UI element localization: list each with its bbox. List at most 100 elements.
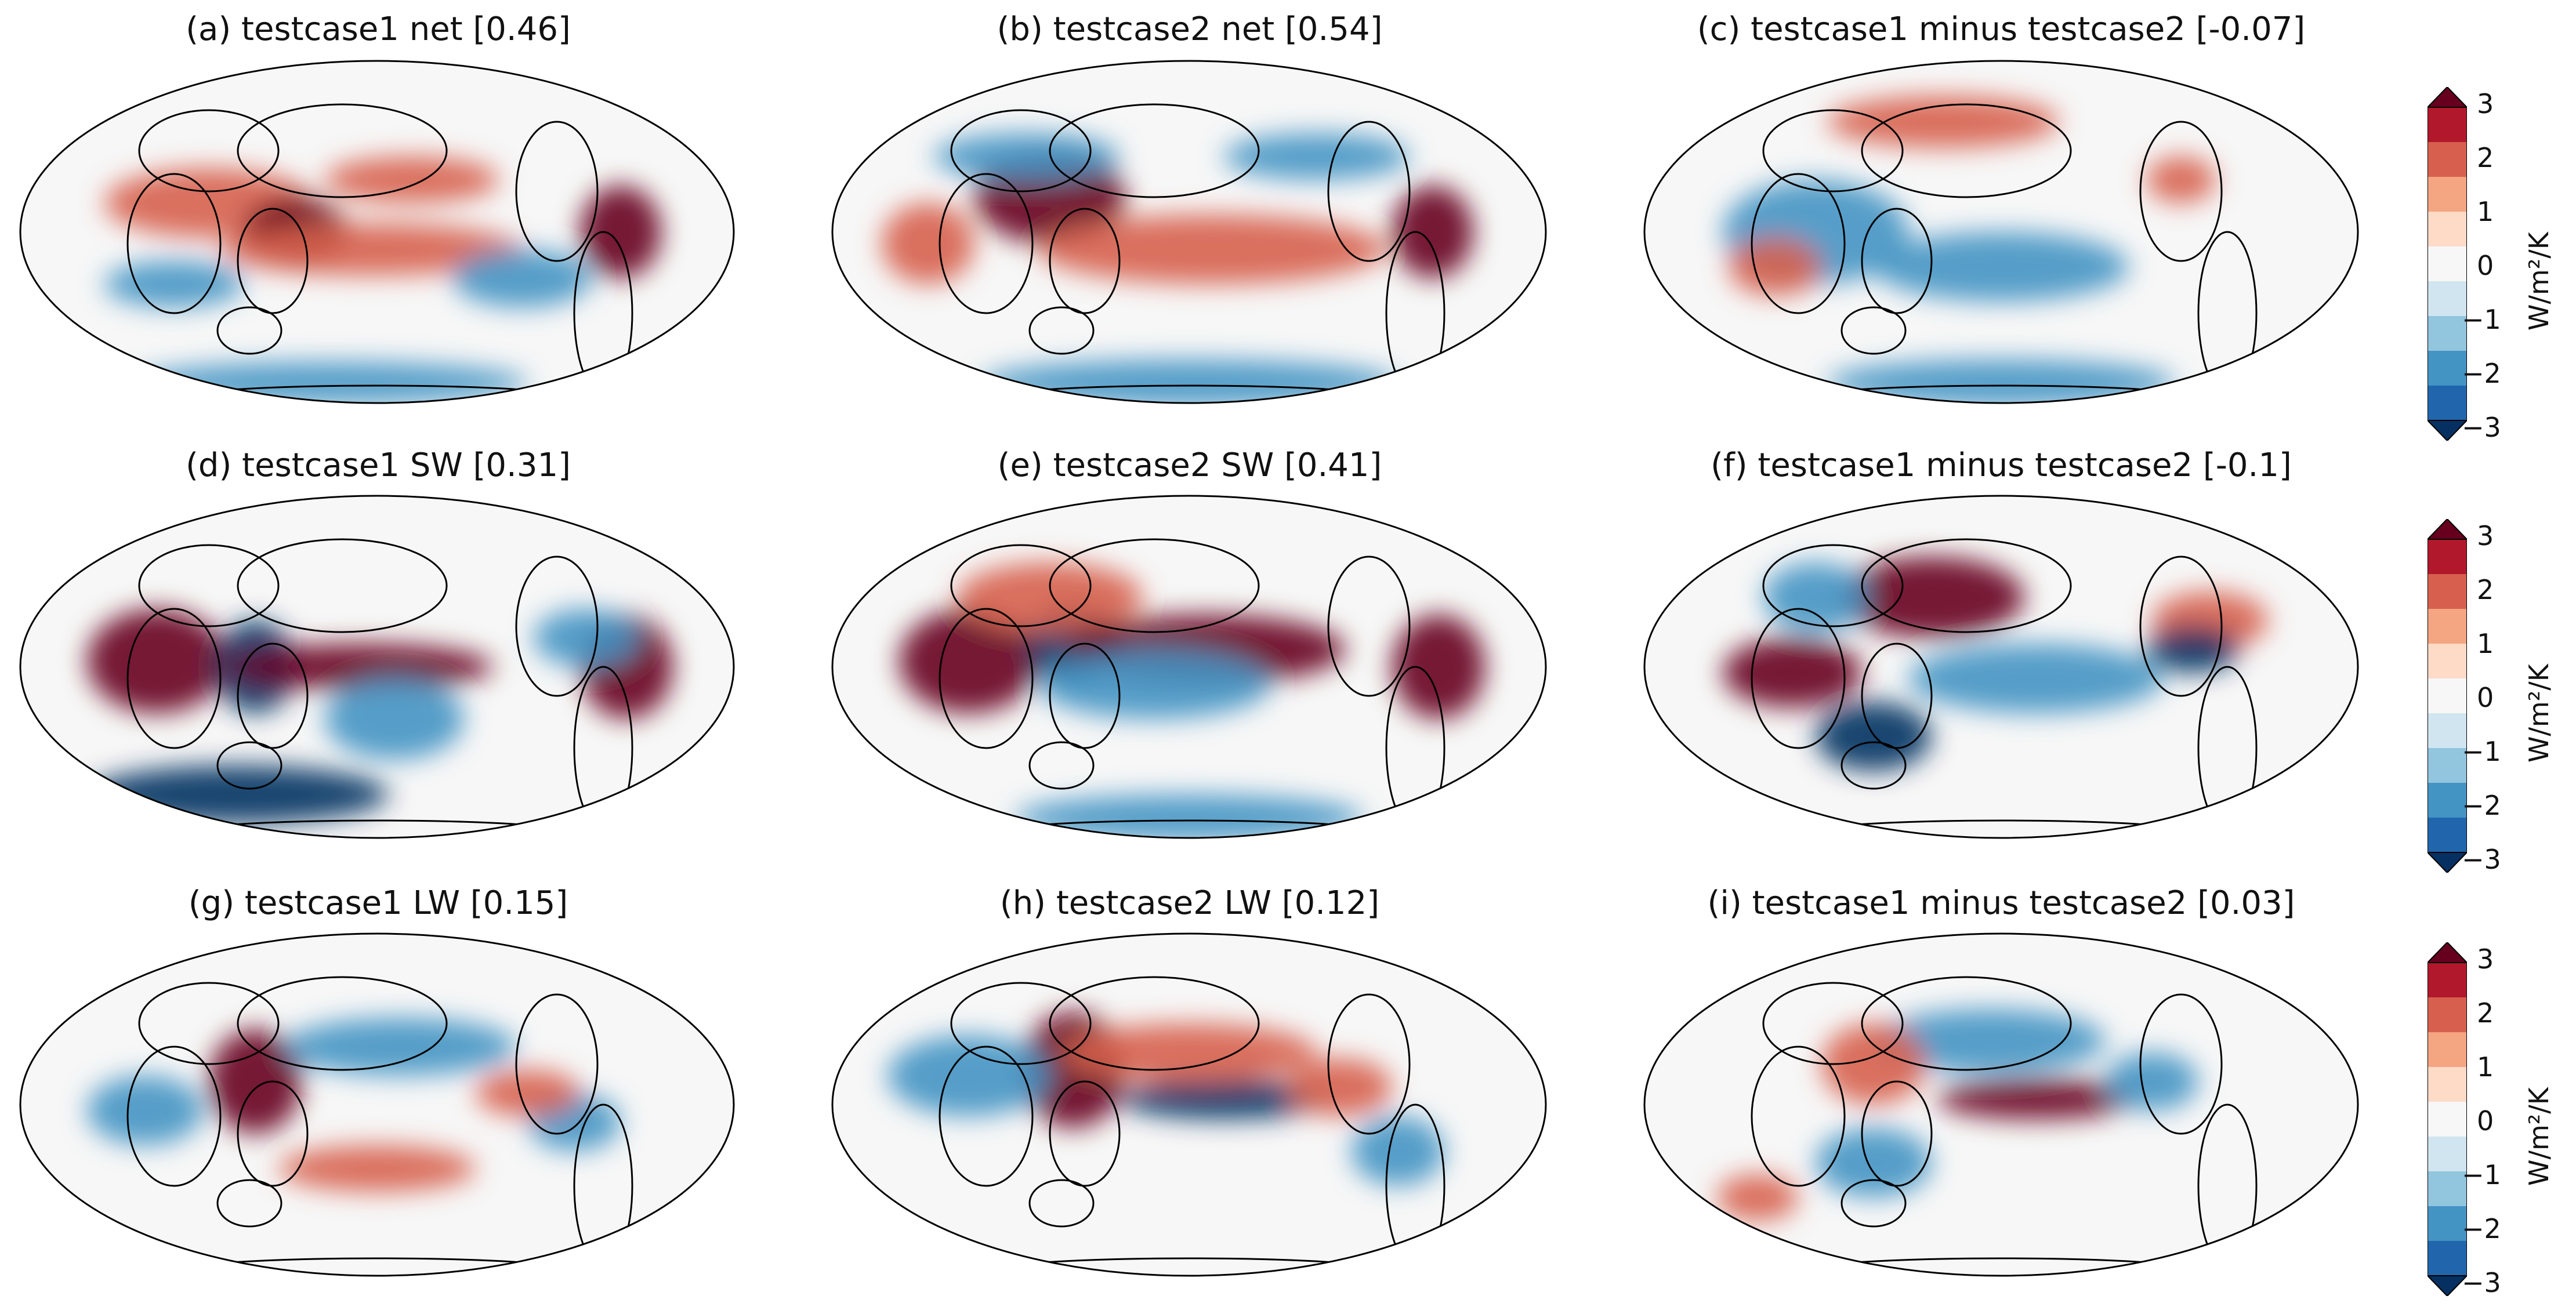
colorbar-extend-min — [2428, 1275, 2467, 1296]
anomaly-blob — [1763, 562, 1868, 632]
colorbar-row2 — [2428, 519, 2467, 873]
anomaly-blob — [1937, 1079, 2135, 1119]
map-border — [831, 60, 1547, 404]
anomaly-blob — [534, 609, 638, 667]
anomaly-blob — [1821, 1023, 1926, 1105]
colorbar-frame — [2428, 539, 2467, 853]
map-border — [831, 495, 1547, 839]
colorbar-units: W/m²/K — [2523, 1087, 2555, 1186]
coastline — [1751, 608, 1846, 749]
colorbar-tick: 3 — [2477, 943, 2494, 975]
anomaly-blob — [980, 360, 1398, 403]
coastline — [950, 544, 1092, 627]
colorbar-tick: 1 — [2477, 628, 2494, 659]
colorbar-tick: −1 — [2462, 736, 2501, 767]
coastline — [216, 1179, 282, 1228]
map-border — [19, 495, 735, 839]
panel-title-e: (e) testcase2 SW [0.41] — [997, 447, 1382, 484]
coastlines — [126, 976, 633, 1276]
coastline — [1840, 1179, 1907, 1228]
coastline — [1049, 538, 1260, 633]
colorbar-tick: 1 — [2477, 1051, 2494, 1083]
colorbar-segment — [2428, 539, 2467, 575]
map-field — [1644, 496, 2358, 838]
colorbar-frame — [2428, 107, 2467, 421]
colorbar-tick: 2 — [2477, 997, 2494, 1029]
anomaly-blob — [2146, 626, 2239, 673]
anomaly-blob — [2146, 157, 2216, 203]
anomaly-blob — [87, 765, 389, 823]
anomaly-blob — [226, 644, 493, 690]
anomaly-field — [1723, 557, 2268, 771]
colorbar-units: W/m²/K — [2523, 232, 2555, 331]
colorbar-tick: 0 — [2477, 1105, 2494, 1137]
map-panel-f — [1642, 493, 2361, 841]
coastline — [1762, 982, 1904, 1065]
colorbar-segment — [2428, 678, 2467, 714]
colorbar-segment — [2428, 1067, 2467, 1102]
coastline — [1861, 538, 2072, 633]
colorbar-extend-max — [2428, 942, 2467, 963]
coastline — [1861, 1080, 1933, 1187]
colorbar-segment — [2428, 644, 2467, 679]
map-g-svg — [19, 932, 735, 1277]
colorbar-tick: −2 — [2462, 790, 2501, 821]
colorbar-row1-svg — [2428, 87, 2467, 441]
colorbar-tick: −1 — [2462, 304, 2501, 335]
anomaly-field — [1717, 1009, 2198, 1221]
colorbar-segment — [2428, 316, 2467, 351]
map-field — [20, 61, 734, 403]
colorbar-tick: −3 — [2462, 844, 2501, 875]
colorbar-segment — [2428, 246, 2467, 282]
map-panel-c — [1642, 58, 2361, 406]
anomaly-blob — [1119, 1079, 1328, 1119]
colorbar-segment — [2428, 1102, 2467, 1137]
anomaly-blob — [1874, 1009, 2106, 1073]
coastline — [126, 173, 222, 314]
colorbar-segment — [2428, 107, 2467, 143]
colorbar-segment — [2428, 281, 2467, 317]
coastline — [1327, 993, 1411, 1135]
coastline — [939, 1046, 1034, 1187]
anomaly-blob — [934, 133, 1119, 180]
panel-title-h: (h) testcase2 LW [0.12] — [999, 884, 1380, 922]
colorbar-segment — [2428, 386, 2467, 421]
anomaly-field — [882, 133, 1473, 403]
coastline — [1861, 976, 2072, 1071]
anomaly-field — [87, 1018, 621, 1192]
map-a-svg — [19, 60, 735, 404]
coastline — [1861, 643, 1933, 749]
panel-title-g: (g) testcase1 LW [0.15] — [188, 884, 568, 922]
coastline — [515, 993, 599, 1135]
anomaly-blob — [887, 1035, 1050, 1116]
map-panel-i — [1642, 931, 2361, 1279]
anomaly-blob — [1908, 644, 2164, 713]
anomaly-blob — [209, 1029, 302, 1134]
map-e-svg — [831, 495, 1547, 839]
coastline — [1762, 109, 1904, 193]
colorbar-tick: −2 — [2462, 1213, 2501, 1244]
coastline — [1751, 1046, 1846, 1187]
anomaly-blob — [1827, 360, 2175, 403]
anomaly-blob — [899, 609, 1038, 713]
colorbar-tick: 1 — [2477, 196, 2494, 227]
anomaly-blob — [325, 678, 464, 760]
anomaly-blob — [2106, 1052, 2198, 1110]
coastline — [138, 544, 280, 627]
colorbar-segment — [2428, 1137, 2467, 1172]
anomaly-blob — [1816, 702, 1932, 771]
colorbar-segment — [2428, 748, 2467, 783]
coastline — [237, 643, 309, 749]
colorbar-segment — [2428, 142, 2467, 177]
map-i-svg — [1643, 932, 2359, 1277]
panel-title-b: (b) testcase2 net [0.54] — [997, 10, 1383, 48]
coastline — [1049, 103, 1260, 198]
colorbar-segment — [2428, 963, 2467, 998]
colorbar-tick: 2 — [2477, 574, 2494, 605]
colorbar-extend-min — [2428, 852, 2467, 873]
colorbar-segment — [2428, 783, 2467, 818]
coastline — [237, 208, 309, 314]
colorbar-segment — [2428, 351, 2467, 386]
panel-title-d: (d) testcase1 SW [0.31] — [186, 447, 571, 484]
coastline — [1049, 643, 1121, 749]
